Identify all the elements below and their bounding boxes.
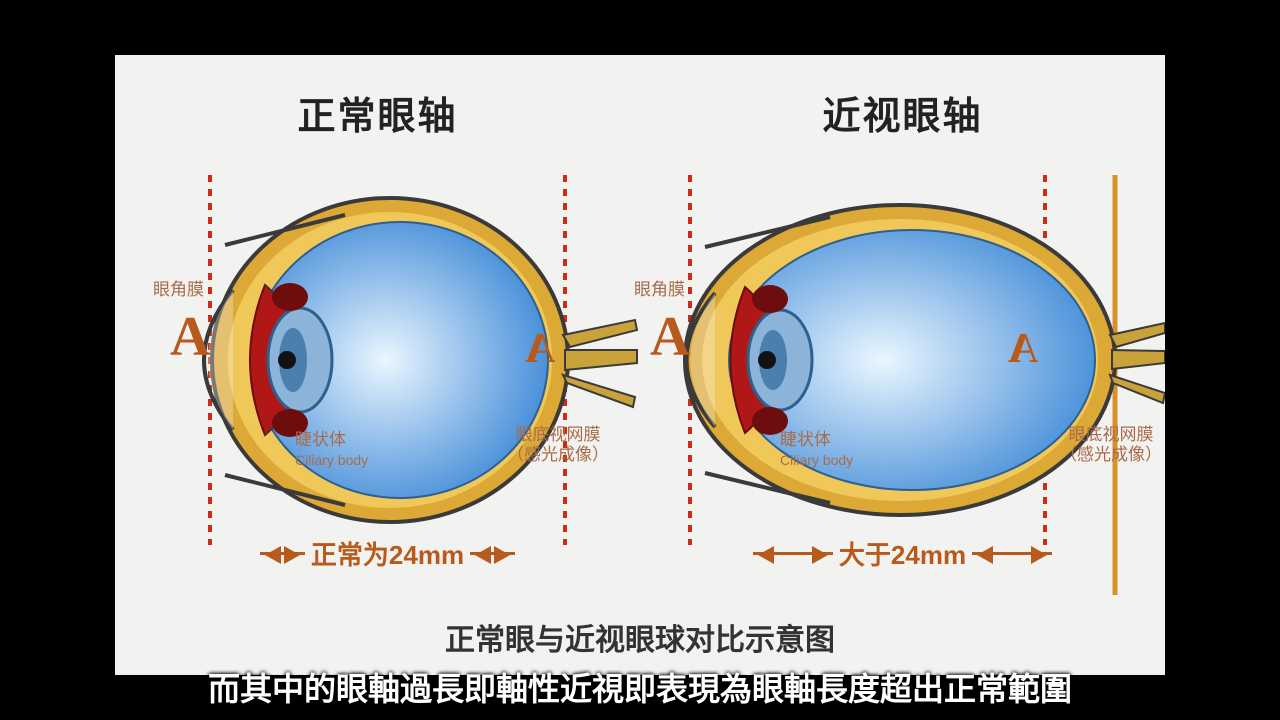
big-a-right-l: A: [525, 325, 555, 373]
panel-normal-eye: 正常眼轴: [115, 55, 640, 615]
label-retina-r: 眼底视网膜（感光成像）: [1060, 425, 1162, 464]
video-subtitle: 而其中的眼軸過長即軸性近視即表現為眼軸長度超出正常範圍: [0, 664, 1280, 710]
panel-myopic-eye: 近视眼轴: [640, 55, 1165, 615]
measure-normal: 正常为24mm: [210, 535, 565, 572]
big-a-right-r: A: [1008, 325, 1038, 373]
big-a-left-r: A: [650, 305, 690, 369]
label-ciliary-l: 睫状体Ciliary body: [295, 430, 368, 469]
diagram-frame: 正常眼轴: [115, 55, 1165, 675]
measure-myopic: 大于24mm: [690, 535, 1115, 572]
title-myopic: 近视眼轴: [640, 85, 1165, 140]
title-normal: 正常眼轴: [115, 85, 640, 140]
label-ciliary-r: 睫状体Ciliary body: [780, 430, 853, 469]
label-cornea-r: 眼角膜: [634, 280, 685, 300]
figure-caption: 正常眼与近视眼球对比示意图: [115, 615, 1165, 659]
myopic-eye-svg: [640, 175, 1165, 595]
big-a-left-l: A: [170, 305, 210, 369]
label-cornea-l: 眼角膜: [153, 280, 204, 300]
label-retina-l: 眼底视网膜（感光成像）: [507, 425, 609, 464]
normal-eye-svg: [115, 175, 640, 595]
